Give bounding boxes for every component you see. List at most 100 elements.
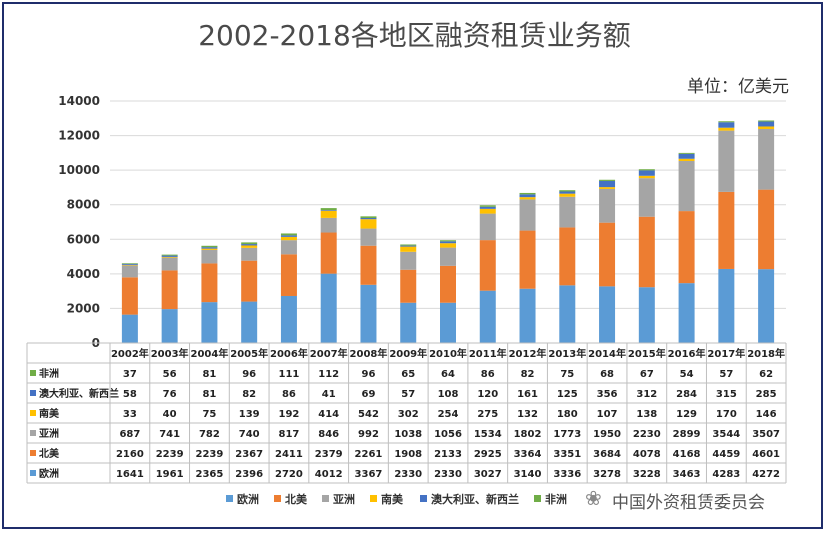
table-cell: 3336 [553,469,581,480]
bar-segment [758,122,774,127]
table-cell: 2160 [116,449,144,460]
bar-segment [599,180,615,181]
table-cell: 4601 [752,449,780,460]
table-cell: 2411 [275,449,303,460]
table-cell: 284 [676,389,697,400]
bar-segment [758,269,774,343]
table-cell: 1056 [434,429,462,440]
bar-segment [559,285,575,343]
bar-segment [360,246,376,285]
table-cell: 62 [759,369,773,380]
bar-segment [201,302,217,343]
bar-segment [520,231,536,289]
bar-segment [321,208,337,210]
table-cell: 180 [557,409,578,420]
table-cell: 2720 [275,469,303,480]
row-legend-key [30,390,36,396]
table-cell: 2379 [315,449,343,460]
x-tick-label: 2011年 [469,347,507,360]
table-cell: 2367 [235,449,263,460]
table-cell: 132 [517,409,538,420]
table-cell: 356 [597,389,618,400]
table-cell: 96 [242,369,256,380]
bar-segment [400,270,416,303]
table-cell: 2330 [434,469,462,480]
bar-segment [639,169,655,170]
bar-segment [400,247,416,252]
table-cell: 3463 [673,469,701,480]
table-cell: 2261 [355,449,383,460]
table-cell: 81 [202,389,216,400]
bar-segment [599,223,615,287]
bar-segment [400,252,416,270]
x-tick-label: 2017年 [707,347,745,360]
table-cell: 146 [756,409,777,420]
table-cell: 138 [636,409,657,420]
bar-segment [201,246,217,247]
table-cell: 2133 [434,449,462,460]
table-cell: 1950 [593,429,621,440]
row-legend-key [30,430,36,436]
table-cell: 57 [719,369,733,380]
bar-segment [480,209,496,214]
table-cell: 125 [557,389,578,400]
bar-segment [758,126,774,129]
bar-segment [520,193,536,194]
table-cell: 139 [239,409,260,420]
bar-segment [241,244,257,245]
table-cell: 3140 [514,469,542,480]
bar-segment [679,161,695,211]
table-cell: 414 [318,409,339,420]
bar-segment [639,178,655,217]
bar-segment [639,217,655,287]
table-cell: 992 [358,429,379,440]
bar-segment [480,207,496,209]
table-cell: 129 [676,409,697,420]
bar-segment [679,159,695,161]
bar-segment [360,229,376,246]
table-cell: 275 [477,409,498,420]
bar-segment [559,191,575,193]
table-cell: 3228 [633,469,661,480]
table-cell: 315 [716,389,737,400]
legend-label: 北美 [285,492,308,506]
legend-key [322,495,329,502]
table-cell: 96 [362,369,376,380]
table-cell: 1802 [514,429,542,440]
bar-segment [679,154,695,159]
table-cell: 4078 [633,449,661,460]
bar-segment [241,302,257,343]
legend-label: 澳大利亚、新西兰 [431,492,519,506]
table-cell: 740 [239,429,260,440]
bar-segment [241,242,257,244]
bar-segment [162,270,178,309]
bar-segment [162,255,178,256]
bar-segment [400,244,416,245]
table-cell: 846 [318,429,339,440]
row-legend-key [30,450,36,456]
bar-segment [281,233,297,235]
table-cell: 75 [202,409,216,420]
table-cell: 1961 [156,469,184,480]
bar-segment [440,248,456,266]
table-cell: 56 [163,369,177,380]
table-cell: 1908 [394,449,422,460]
x-tick-label: 2010年 [429,347,467,360]
bar-segment [241,261,257,302]
bar-segment [718,122,734,127]
bar-segment [480,205,496,206]
table-cell: 108 [438,389,459,400]
table-row-label: 欧洲 [39,467,59,480]
bar-segment [281,254,297,296]
table-cell: 170 [716,409,737,420]
table-cell: 302 [398,409,419,420]
bar-segment [440,241,456,243]
bar-segment [321,210,337,211]
bar-segment [758,129,774,190]
table-cell: 782 [199,429,220,440]
table-cell: 37 [123,369,137,380]
table-cell: 68 [600,369,614,380]
bar-segment [122,265,138,277]
x-tick-label: 2016年 [668,347,706,360]
table-cell: 741 [159,429,180,440]
